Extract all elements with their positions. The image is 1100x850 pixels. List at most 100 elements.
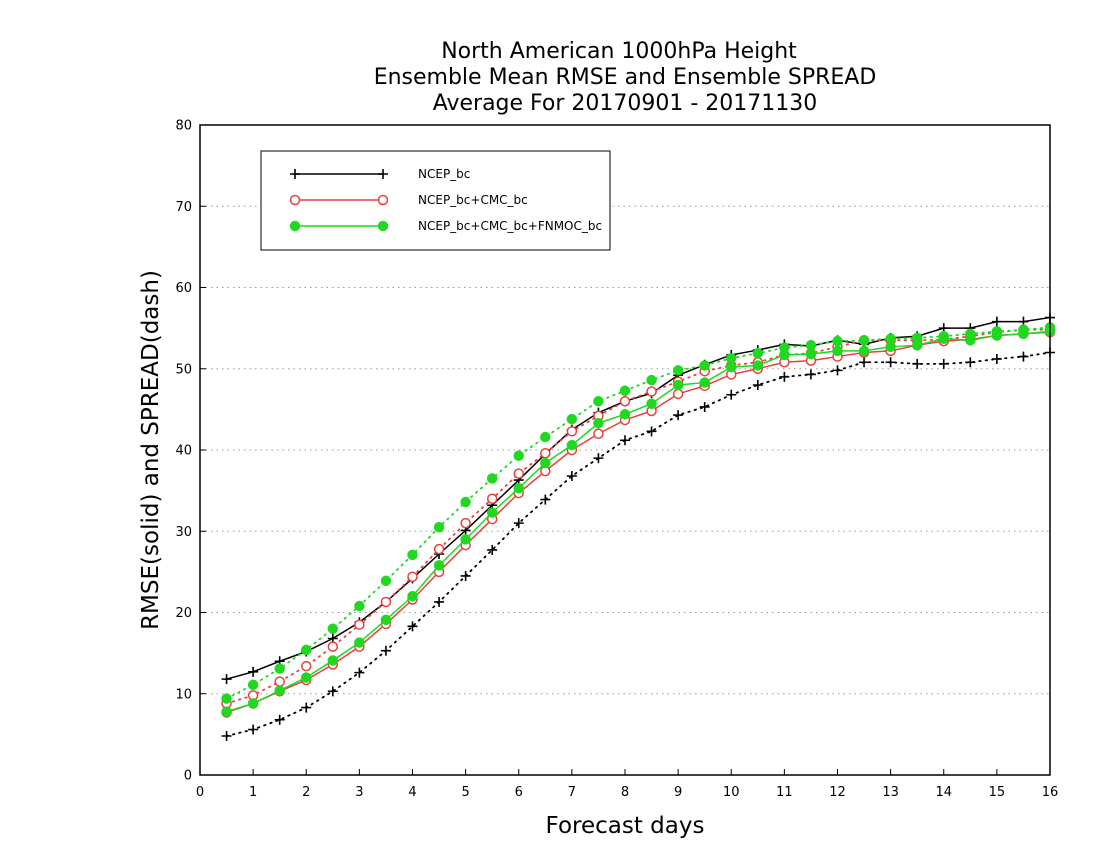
x-tick-label: 2 [302, 785, 310, 800]
title-line-1: North American 1000hPa Height [441, 39, 797, 64]
spread-point [513, 468, 524, 479]
x-tick-label: 4 [408, 785, 416, 800]
spread-point [619, 396, 631, 407]
title-line-2: Ensemble Mean RMSE and Ensemble SPREAD [374, 65, 877, 90]
y-tick-label: 70 [175, 200, 192, 215]
rmse-point [805, 348, 817, 360]
rmse-point [593, 428, 604, 439]
spread-point [354, 600, 365, 612]
rmse-point [938, 333, 949, 344]
legend-label: NCEP_bc+CMC_bc [418, 193, 528, 207]
spread-point [380, 596, 392, 608]
rmse-point [779, 349, 790, 361]
rmse-point [699, 377, 710, 388]
gridlines [200, 205, 1050, 695]
plot-frame [199, 124, 1051, 776]
legend-item-1: NCEP_bc+CMC_bc [289, 193, 528, 207]
spread-point [248, 724, 259, 735]
spread-point [540, 494, 551, 505]
spread-line [225, 326, 1051, 700]
spread-point [619, 385, 631, 396]
spread-point [274, 663, 285, 674]
spread-point [434, 596, 445, 607]
rmse-point [274, 685, 285, 696]
spread-point [1018, 351, 1029, 362]
rmse-point [593, 417, 604, 429]
x-tick-label: 11 [776, 785, 793, 800]
spread-point [247, 679, 259, 691]
spread-point [274, 676, 285, 687]
spread-point [938, 358, 949, 369]
rmse-point [672, 388, 684, 400]
spread-point [486, 493, 498, 504]
rmse-point [1018, 328, 1029, 340]
rmse-point [540, 457, 551, 469]
x-tick-label: 16 [1042, 785, 1059, 800]
spread-point [566, 426, 578, 437]
spread-point [380, 575, 392, 587]
legend-label: NCEP_bc+CMC_bc+FNMOC_bc [418, 219, 602, 233]
spread-point [991, 354, 1002, 364]
rmse-point [885, 341, 896, 353]
spread-point [221, 731, 232, 741]
y-tick-label: 0 [184, 769, 192, 784]
spread-point [726, 352, 737, 364]
spread-point [620, 435, 630, 446]
rmse-point [911, 339, 923, 351]
spread-point [513, 450, 524, 461]
spread-point [407, 549, 418, 561]
y-tick-label: 60 [175, 281, 192, 296]
spread-point [540, 431, 551, 443]
rmse-point [991, 330, 1003, 341]
legend-marker [289, 194, 301, 206]
y-ticks: 0 10 20 30 40 50 60 70 80 [175, 119, 206, 784]
spread-point [380, 645, 391, 656]
x-tick-label: 0 [196, 785, 204, 800]
x-tick-label: 6 [515, 785, 523, 800]
legend-label: NCEP_bc [418, 167, 470, 181]
spread-point [779, 371, 790, 382]
spread-point [487, 544, 498, 555]
rmse-point [832, 345, 843, 357]
x-tick-label: 13 [882, 785, 899, 800]
legend-marker [377, 194, 389, 206]
legend-item-0: NCEP_bc [290, 167, 470, 181]
spread-point [672, 365, 684, 376]
spread-point [433, 521, 445, 533]
spread-point [646, 426, 657, 437]
x-axis-label: Forecast days [546, 813, 705, 839]
series-2 [221, 322, 1056, 717]
spread-point [566, 471, 577, 481]
spread-point [327, 623, 339, 634]
spread-point [858, 335, 870, 346]
rmse-line [226, 331, 1051, 714]
x-tick-label: 5 [461, 785, 469, 800]
spread-point [912, 358, 923, 369]
spread-point [832, 335, 843, 347]
spread-point [832, 365, 843, 376]
legend-item-2: NCEP_bc+CMC_bc+FNMOC_bc [289, 219, 602, 233]
spread-point [513, 518, 524, 529]
spread-point [407, 621, 418, 632]
rmse-point [407, 591, 418, 602]
spread-point [354, 667, 365, 678]
y-tick-label: 40 [175, 444, 192, 459]
series-layer [221, 312, 1056, 741]
spread-point [805, 369, 816, 380]
y-tick-label: 80 [175, 119, 192, 134]
spread-point [540, 448, 551, 459]
spread-point [301, 660, 312, 672]
spread-point [274, 714, 285, 725]
spread-point [301, 702, 312, 713]
y-tick-label: 30 [175, 525, 192, 540]
rmse-point [247, 698, 259, 709]
rmse-point [672, 379, 684, 391]
rmse-point [460, 534, 471, 545]
rmse-point [486, 507, 498, 518]
series-0 [221, 312, 1055, 741]
spread-point [726, 389, 737, 400]
spread-point [646, 374, 657, 386]
rmse-point [858, 345, 870, 357]
chart-title: North American 1000hPa Height Ensemble M… [374, 39, 877, 116]
spread-line [225, 351, 1051, 737]
